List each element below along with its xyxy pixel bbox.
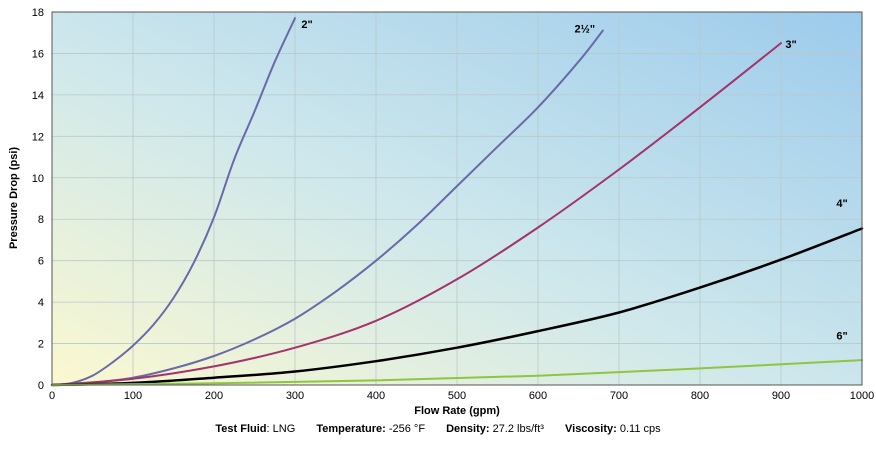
y-axis-ticks: 0 2 4 6 8 10 12 14 16 18 [32, 7, 44, 392]
density-label: Density: [446, 423, 490, 435]
viscosity-value: 0.11 cps [616, 423, 661, 435]
x-axis-title: Flow Rate (gpm) [414, 405, 500, 417]
x-tick-label: 0 [49, 390, 55, 402]
density: Density: 27.2 lbs/ft³ [446, 423, 544, 435]
y-tick-label: 16 [32, 48, 44, 60]
test-fluid: Test Fluid: LNG [215, 423, 295, 435]
y-tick-label: 6 [38, 256, 44, 268]
y-tick-label: 0 [38, 380, 44, 392]
x-axis-ticks: 0 100 200 300 400 500 600 700 800 900 1000 [49, 390, 874, 402]
plot-border [51, 11, 863, 386]
test-fluid-value: : LNG [266, 423, 296, 435]
series-lines [50, 17, 864, 387]
series-label-4in: 4" [836, 198, 847, 210]
series-label-6in: 6" [836, 330, 847, 342]
series-line-2-5in [51, 29, 604, 386]
x-tick-label: 500 [448, 390, 466, 402]
y-tick-label: 2 [38, 339, 44, 351]
temperature: Temperature: -256 °F [316, 423, 425, 435]
test-fluid-label: Test Fluid [215, 423, 267, 435]
x-tick-label: 400 [367, 390, 385, 402]
test-conditions-caption: Test Fluid: LNG Temperature: -256 °F Den… [0, 423, 876, 435]
temperature-label: Temperature: [316, 423, 386, 435]
series-line-2in [51, 17, 296, 386]
y-tick-label: 12 [32, 131, 44, 143]
y-tick-label: 8 [38, 214, 44, 226]
x-tick-label: 200 [205, 390, 223, 402]
series-line-6in [51, 359, 863, 386]
x-tick-label: 300 [286, 390, 304, 402]
x-tick-label: 900 [772, 390, 790, 402]
y-tick-label: 18 [32, 7, 44, 19]
temperature-value: -256 °F [385, 423, 426, 435]
series-line-3in [51, 42, 782, 386]
density-value: 27.2 lbs/ft³ [489, 423, 544, 435]
x-tick-label: 1000 [850, 390, 874, 402]
series-label-2in: 2" [301, 19, 312, 31]
series-labels: 2" 2½" 3" 4" 6" [301, 19, 847, 342]
series-label-2-5in: 2½" [575, 24, 596, 36]
y-tick-label: 10 [32, 173, 44, 185]
series-label-3in: 3" [785, 39, 796, 51]
y-tick-label: 4 [38, 297, 44, 309]
viscosity: Viscosity: 0.11 cps [565, 423, 661, 435]
y-axis-title: Pressure Drop (psi) [8, 147, 20, 249]
x-tick-label: 100 [124, 390, 142, 402]
y-tick-label: 14 [32, 90, 44, 102]
x-tick-label: 600 [529, 390, 547, 402]
x-tick-label: 800 [691, 390, 709, 402]
series-line-4in [50, 227, 864, 387]
viscosity-label: Viscosity: [565, 423, 617, 435]
x-tick-label: 700 [610, 390, 628, 402]
